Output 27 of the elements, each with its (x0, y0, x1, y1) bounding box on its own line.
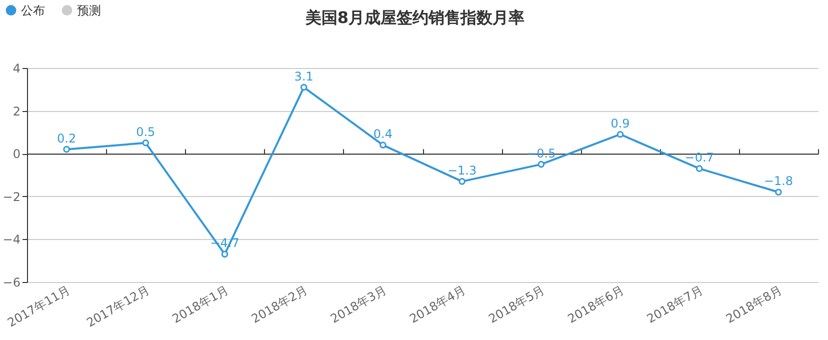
data-label: −1.8 (764, 174, 794, 188)
legend-label: 公布 (21, 3, 45, 18)
point (380, 142, 386, 148)
point (300, 84, 308, 91)
point (142, 140, 150, 146)
chart-title: 美国8月成屋签约销售指数月率 (305, 8, 525, 27)
y-tick-label: 4 (12, 62, 20, 76)
point (63, 146, 70, 153)
y-tick-label: 2 (12, 104, 20, 118)
data-label: −0.7 (684, 150, 714, 165)
data-label: 0.4 (373, 127, 392, 142)
point (696, 165, 703, 172)
point (616, 130, 624, 138)
point (775, 188, 782, 196)
y-tick-label: −6 (2, 276, 20, 290)
point (538, 160, 545, 168)
data-label: −1.3 (447, 163, 477, 178)
legend-label: 预测 (77, 3, 101, 18)
y-tick-label: −2 (2, 190, 20, 204)
data-label: 0.2 (57, 131, 76, 146)
y-tick-label: −4 (2, 232, 20, 247)
data-label: 0.5 (136, 124, 156, 139)
data-label: 3.1 (294, 69, 314, 84)
point (458, 178, 466, 185)
y-tick-label: 0 (12, 147, 20, 162)
point (221, 250, 228, 258)
data-label: 0.9 (610, 116, 630, 130)
